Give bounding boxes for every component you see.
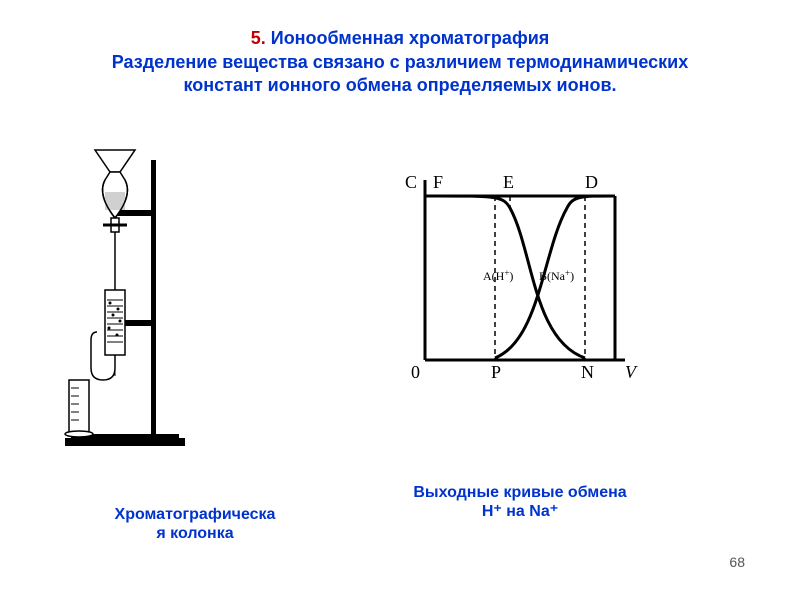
- title-body-line2: констант ионного обмена определяемых ион…: [40, 74, 760, 97]
- label-D: D: [585, 172, 598, 192]
- page-number: 68: [729, 554, 745, 570]
- label-E: E: [503, 172, 514, 192]
- label-C: C: [405, 172, 417, 192]
- figures-area: C F E D 0 P N V A(H+) B(Na+): [0, 130, 800, 470]
- left-caption-line1: Хроматографическа: [115, 506, 276, 523]
- label-N: N: [581, 362, 594, 382]
- label-zero: 0: [411, 362, 420, 382]
- label-V: V: [625, 362, 638, 382]
- slide-title: 5. Ионообменная хроматография: [40, 28, 760, 49]
- label-A: A(H+): [483, 268, 513, 283]
- right-caption-line1: Выходные кривые обмена: [413, 484, 626, 501]
- label-P: P: [491, 362, 501, 382]
- apparatus-figure: [55, 140, 275, 460]
- title-number: 5.: [251, 28, 266, 48]
- label-B: B(Na+): [539, 268, 574, 283]
- right-caption-line2: H⁺ на Na⁺: [482, 503, 558, 520]
- exchange-curves-chart: C F E D 0 P N V A(H+) B(Na+): [375, 160, 655, 440]
- title-body-line1: Разделение вещества связано с различием …: [40, 51, 760, 74]
- label-F: F: [433, 172, 443, 192]
- left-caption: Хроматографическа я колонка: [90, 505, 300, 543]
- title-heading: Ионообменная хроматография: [271, 28, 550, 48]
- right-caption: Выходные кривые обмена H⁺ на Na⁺: [390, 483, 650, 521]
- left-caption-line2: я колонка: [156, 525, 233, 542]
